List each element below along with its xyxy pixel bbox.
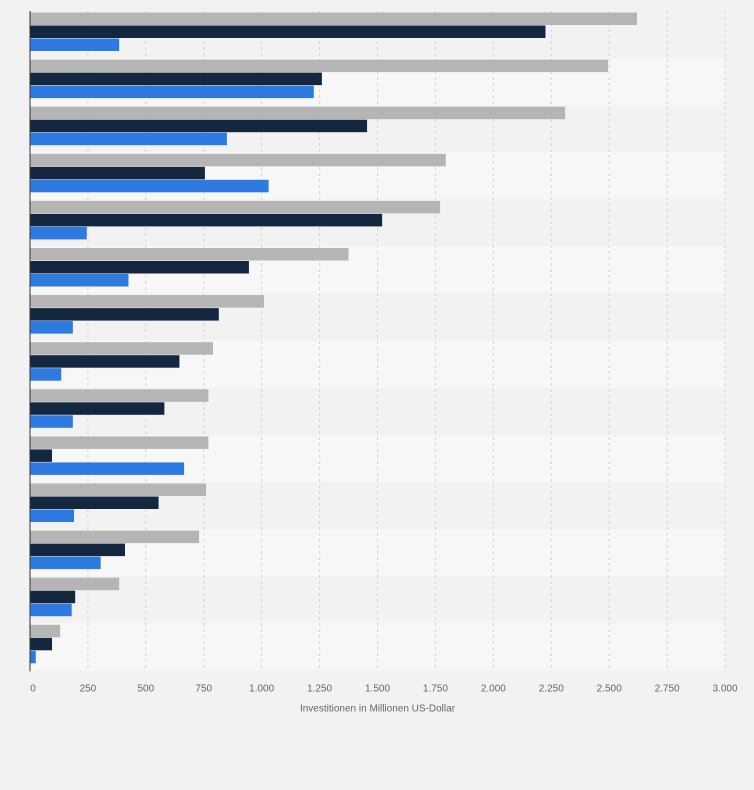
bar-series-2 <box>30 261 249 274</box>
bar-series-3 <box>30 603 72 617</box>
x-axis-ticks: 0 250 500 750 1.000 1.250 1.500 1.750 2.000 2.250… <box>30 683 738 694</box>
bar-series-1 <box>30 389 209 402</box>
bar-series-2 <box>30 25 546 38</box>
bar-series-3 <box>30 179 269 193</box>
x-tick-label: 1.500 <box>365 683 390 694</box>
bar-series-3 <box>30 509 75 522</box>
x-tick-label: 500 <box>137 683 154 694</box>
x-tick-label: 1.000 <box>249 683 274 694</box>
bar-series-3 <box>30 368 62 381</box>
bar-series-3 <box>30 226 87 240</box>
bar-series-1 <box>30 624 61 638</box>
bar-series-2 <box>30 119 368 133</box>
bar-series-2 <box>30 213 383 227</box>
bar-series-2 <box>30 72 322 86</box>
bar-series-1 <box>30 295 264 308</box>
bar-series-1 <box>30 342 214 355</box>
bar-series-2 <box>30 308 219 321</box>
bar-series-1 <box>30 12 637 25</box>
bar-series-2 <box>30 637 53 651</box>
x-tick-label: 2.000 <box>481 683 506 694</box>
bar-series-2 <box>30 355 180 368</box>
x-tick-label: 2.250 <box>539 683 564 694</box>
bar-series-1 <box>30 248 349 261</box>
bar-series-3 <box>30 650 36 664</box>
x-tick-label: 1.250 <box>307 683 332 694</box>
x-tick-label: 1.750 <box>423 683 448 694</box>
bars <box>30 12 637 664</box>
bar-series-3 <box>30 38 120 51</box>
bar-series-1 <box>30 577 120 591</box>
bar-series-2 <box>30 402 165 415</box>
bar-series-1 <box>30 106 566 120</box>
x-tick-label: 0 <box>30 683 36 694</box>
bar-series-2 <box>30 590 76 604</box>
bar-series-2 <box>30 543 125 557</box>
x-axis-title: Investitionen in Millionen US-Dollar <box>300 703 456 714</box>
bar-series-1 <box>30 483 207 496</box>
bar-series-3 <box>30 274 129 287</box>
x-tick-label: 2.750 <box>655 683 680 694</box>
bar-series-1 <box>30 200 441 214</box>
bar-series-3 <box>30 415 73 428</box>
bar-series-3 <box>30 462 185 475</box>
x-tick-label: 2.500 <box>597 683 622 694</box>
bar-series-3 <box>30 321 73 334</box>
bar-series-1 <box>30 153 446 167</box>
bar-series-1 <box>30 436 209 449</box>
x-tick-label: 3.000 <box>712 683 737 694</box>
x-tick-label: 250 <box>80 683 97 694</box>
bar-series-2 <box>30 449 53 462</box>
bar-series-1 <box>30 530 200 544</box>
bar-series-3 <box>30 556 101 570</box>
bar-series-2 <box>30 166 205 180</box>
bar-series-2 <box>30 496 159 509</box>
bar-series-3 <box>30 132 227 146</box>
x-tick-label: 750 <box>195 683 212 694</box>
bar-series-1 <box>30 59 609 73</box>
bar-series-3 <box>30 85 314 99</box>
